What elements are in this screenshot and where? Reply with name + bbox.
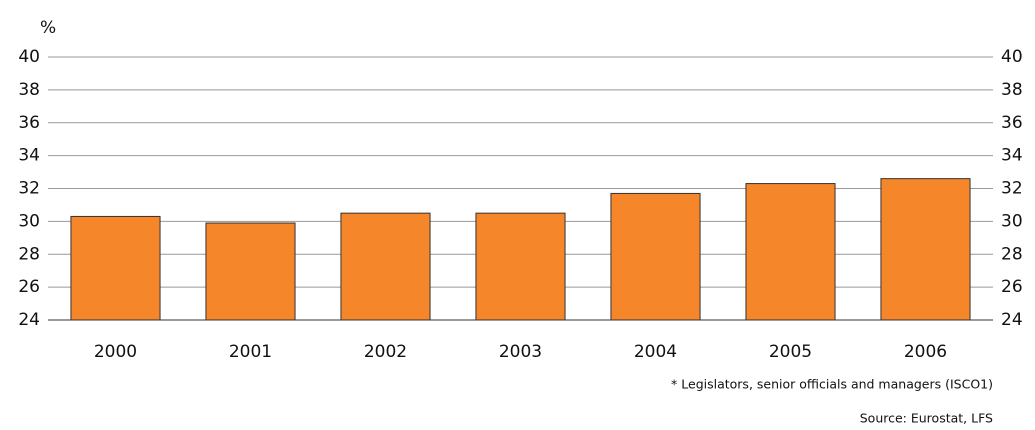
y-tick-label: 28 [18, 244, 40, 264]
y-tick-label: 30 [18, 211, 40, 231]
x-tick-label: 2005 [769, 342, 812, 362]
y2-tick-label: 38 [1001, 80, 1023, 100]
y2-tick-label: 30 [1001, 211, 1023, 231]
x-tick-label: 2001 [229, 342, 272, 362]
y-tick-label: 36 [18, 113, 40, 133]
y2-tick-label: 26 [1001, 277, 1023, 297]
bar [880, 178, 971, 321]
x-tick-label: 2003 [499, 342, 542, 362]
bar [205, 222, 296, 321]
x-tick-label: 2004 [634, 342, 677, 362]
footnote: * Legislators, senior officials and mana… [671, 377, 993, 392]
bar [70, 215, 161, 321]
y-tick-label: 26 [18, 277, 40, 297]
x-tick-label: 2000 [94, 342, 137, 362]
bar [610, 192, 701, 321]
x-tick-label: 2006 [904, 342, 947, 362]
source: Source: Eurostat, LFS [860, 411, 993, 426]
x-tick-label: 2002 [364, 342, 407, 362]
y-tick-label: 24 [18, 310, 40, 330]
y-tick-label: 32 [18, 179, 40, 199]
y2-tick-label: 36 [1001, 113, 1023, 133]
y-tick-label: 34 [18, 146, 40, 166]
y-axis-label: % [40, 18, 56, 38]
bar [745, 183, 836, 321]
bar [475, 212, 566, 321]
y-tick-label: 38 [18, 80, 40, 100]
y2-tick-label: 40 [1001, 47, 1023, 67]
bar [340, 212, 431, 321]
y-tick-label: 40 [18, 47, 40, 67]
y2-tick-label: 28 [1001, 244, 1023, 264]
y2-tick-label: 24 [1001, 310, 1023, 330]
y2-tick-label: 32 [1001, 179, 1023, 199]
y2-tick-label: 34 [1001, 146, 1023, 166]
